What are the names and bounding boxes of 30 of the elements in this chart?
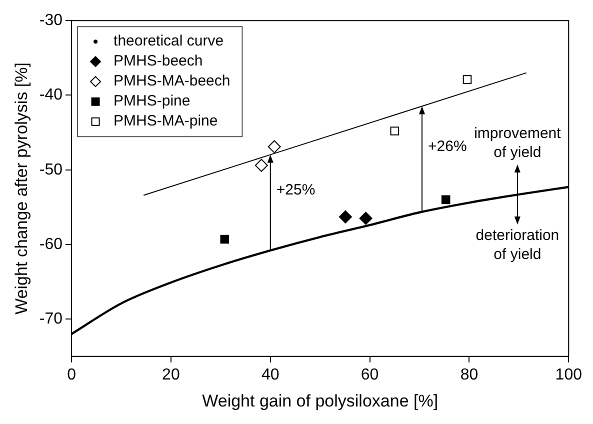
x-tick-label: 40: [261, 366, 280, 384]
point: [390, 126, 400, 136]
legend-label: PMHS-MA-pine: [114, 112, 218, 130]
legend-label: theoretical curve: [114, 32, 224, 50]
x-tick-label: 20: [162, 366, 180, 384]
x-axis-title: Weight gain of polysiloxane [%]: [202, 391, 438, 410]
point: [441, 195, 450, 204]
y-tick-label: -40: [39, 86, 63, 104]
x-tick-label: 0: [67, 366, 76, 384]
legend-label: PMHS-beech: [114, 52, 203, 70]
legend-label: PMHS-MA-beech: [114, 72, 230, 90]
y-axis-title: Weight change after pyrolysis [%]: [12, 62, 31, 314]
y-tick-label: -60: [39, 236, 63, 253]
annotation: +25%: [276, 182, 316, 199]
point: [220, 234, 230, 244]
y-tick-label: -70: [39, 310, 63, 328]
point: [268, 140, 281, 154]
y-tick-label: -50: [39, 161, 63, 178]
x-tick-label: 100: [555, 366, 582, 384]
legend-label: PMHS-pine: [114, 92, 190, 110]
point: [338, 210, 352, 224]
x-tick-label: 60: [360, 366, 379, 384]
y-tick-label: -30: [39, 12, 63, 30]
point: [254, 158, 268, 172]
annotation: deterioration of yield: [476, 227, 560, 264]
x-tick-label: 80: [460, 366, 478, 384]
annotation: +26%: [428, 138, 467, 156]
annotation: improvement of yield: [474, 125, 562, 162]
point: [359, 212, 372, 225]
point: [462, 75, 472, 84]
